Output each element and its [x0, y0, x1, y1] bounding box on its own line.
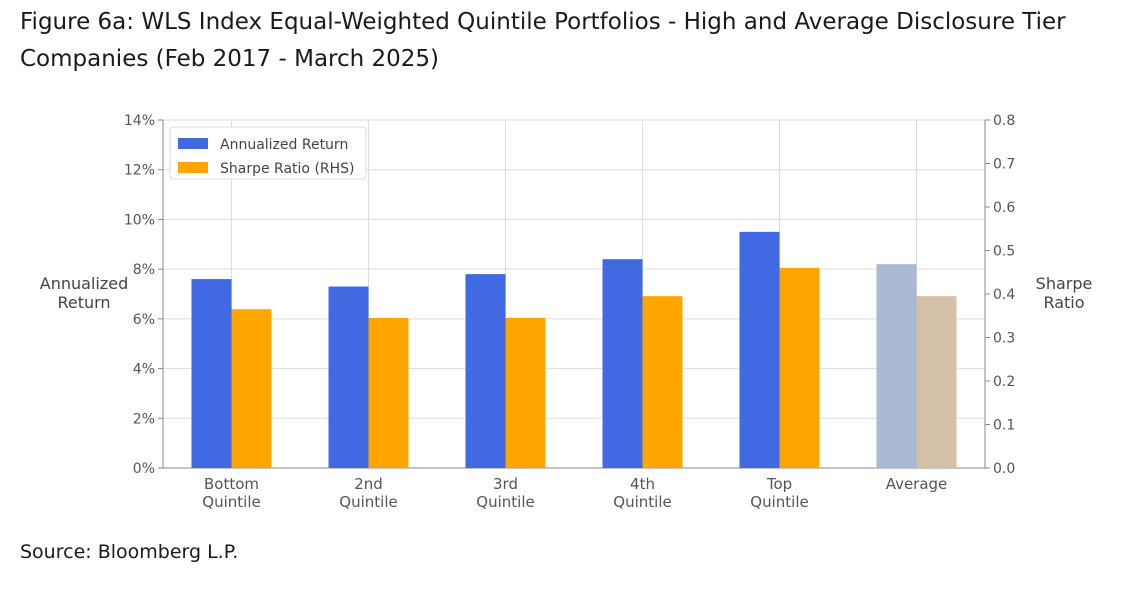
y-tick-label-left: 8% [133, 262, 155, 278]
legend-label: Sharpe Ratio (RHS) [220, 161, 355, 177]
y-tick-label-right: 0.2 [993, 374, 1015, 390]
y-tick-label-right: 0.4 [993, 287, 1015, 303]
bar-sharpe-ratio [916, 296, 957, 468]
bar-annualized-return [191, 279, 232, 468]
figure-title: Figure 6a: WLS Index Equal-Weighted Quin… [20, 9, 1066, 72]
x-tick-label: Top Quintile [750, 475, 808, 511]
y-tick-label-right: 0.8 [993, 113, 1015, 129]
bar-sharpe-ratio [642, 296, 683, 468]
legend-box [169, 126, 367, 180]
y-tick-label-right: 0.3 [993, 331, 1015, 347]
x-tick-label: 4th Quintile [613, 475, 671, 511]
y-tick-label-left: 0% [133, 461, 155, 477]
bar-annualized-return [328, 286, 369, 468]
y-tick-label-left: 14% [124, 113, 155, 129]
y-tick-label-left: 4% [133, 362, 155, 378]
y-axis-title-right: Sharpe Ratio [1036, 274, 1093, 312]
bar-annualized-return [465, 274, 506, 468]
y-tick-label-left: 10% [124, 212, 155, 228]
y-tick-label-right: 0.5 [993, 244, 1015, 260]
x-tick-label: Bottom Quintile [202, 475, 260, 511]
y-tick-label-right: 0.1 [993, 418, 1015, 434]
bar-sharpe-ratio [779, 267, 820, 468]
y-tick-label-left: 12% [124, 163, 155, 179]
legend-label: Annualized Return [220, 137, 348, 153]
y-tick-label-right: 0.0 [993, 461, 1015, 477]
legend-swatch [178, 138, 208, 149]
bar-sharpe-ratio [368, 317, 409, 468]
legend-swatch [178, 162, 208, 173]
x-tick-label: 3rd Quintile [476, 475, 534, 511]
x-tick-label: Average [886, 475, 948, 493]
y-tick-label-left: 6% [133, 312, 155, 328]
x-tick-label: 2nd Quintile [339, 475, 397, 511]
bar-annualized-return [739, 231, 780, 468]
bar-annualized-return [602, 259, 643, 468]
y-tick-label-left: 2% [133, 411, 155, 427]
bar-sharpe-ratio [505, 317, 546, 468]
y-tick-label-right: 0.7 [993, 157, 1015, 173]
y-tick-label-right: 0.6 [993, 200, 1015, 216]
bar-sharpe-ratio [231, 309, 272, 468]
source-note: Source: Bloomberg L.P. [20, 541, 239, 563]
y-axis-title-left: Annualized Return [40, 274, 128, 312]
bar-annualized-return [876, 264, 917, 468]
